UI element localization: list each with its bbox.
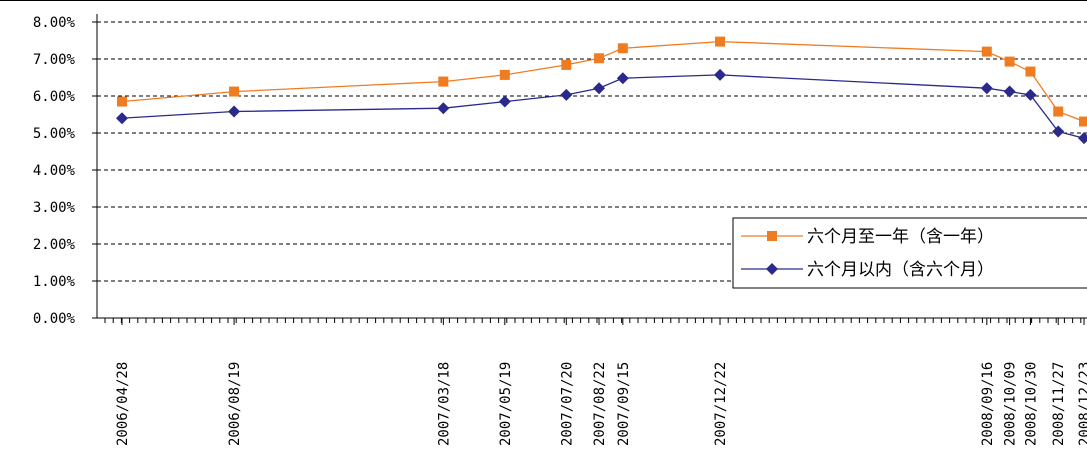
data-point [229,86,240,97]
data-point [1024,88,1037,101]
y-tick-label: 3.00% [33,200,76,216]
series-layer [116,36,1087,145]
legend-swatch-marker [766,263,778,275]
data-point [714,68,727,81]
y-gridlines [97,21,1087,282]
y-tick-label: 2.00% [33,237,76,253]
legend-label: 六个月以内（含六个月） [807,260,994,280]
data-point [499,69,510,80]
data-point [117,96,127,107]
legend-item: 六个月以内（含六个月） [741,260,994,280]
data-point [1004,56,1015,67]
data-point [594,53,605,64]
x-tick-label: 2008/11/27 [1051,362,1067,446]
data-point [1053,106,1064,117]
data-point [616,72,629,85]
x-tick-label: 2007/07/20 [559,362,575,446]
data-point [228,105,241,118]
data-point [1003,85,1016,98]
x-tick-label: 2008/10/09 [1003,362,1019,446]
data-point [981,46,992,57]
x-tick-label: 2007/05/19 [498,362,514,446]
data-point [498,95,511,108]
data-point [561,59,572,70]
x-tick-label: 2006/08/19 [227,362,243,446]
legend: 六个月至一年（含一年） 六个月以内（含六个月） [732,217,1087,289]
data-point [437,102,450,115]
axes [0,0,1087,325]
data-point [1025,66,1036,77]
data-point [438,76,449,87]
series-1 [117,36,1087,127]
series-2 [116,68,1087,145]
data-point [715,36,726,47]
data-point [593,82,606,95]
x-tick-label: 2008/09/16 [980,362,996,446]
legend-box [732,217,1087,289]
data-point [617,43,628,54]
data-point [1078,132,1087,145]
x-tick-label: 2008/10/30 [1023,362,1039,446]
y-tick-label: 7.00% [33,52,76,68]
x-tick-label: 2006/04/28 [115,362,131,446]
y-tick-label: 6.00% [33,89,76,105]
y-axis-tick-labels: 0.00% 1.00% 2.00% 3.00% 4.00% 5.00% 6.00% 7.00%… [33,15,76,327]
y-tick-label: 5.00% [33,126,76,142]
data-point [560,88,573,101]
data-point [980,82,993,95]
x-tick-label: 2007/12/22 [713,362,729,446]
data-point [1052,125,1065,138]
y-tick-label: 8.00% [33,15,76,31]
legend-swatch-marker [767,231,777,241]
y-tick-label: 1.00% [33,274,76,290]
legend-label: 六个月至一年（含一年） [807,227,994,247]
x-tick-label: 2007/08/22 [592,362,608,446]
y-tick-label: 4.00% [33,163,76,179]
x-axis-tick-labels: 2006/04/28 2006/08/19 2007/03/18 2007/05/19… [115,362,1087,446]
x-tick-label: 2008/12/23 [1077,362,1087,446]
y-tick-label: 0.00% [33,311,76,327]
x-tick-label: 2007/09/15 [616,362,632,446]
legend-item: 六个月至一年（含一年） [741,227,994,247]
data-point [116,112,128,125]
x-tick-label: 2007/03/18 [436,362,452,446]
data-point [1079,116,1087,127]
